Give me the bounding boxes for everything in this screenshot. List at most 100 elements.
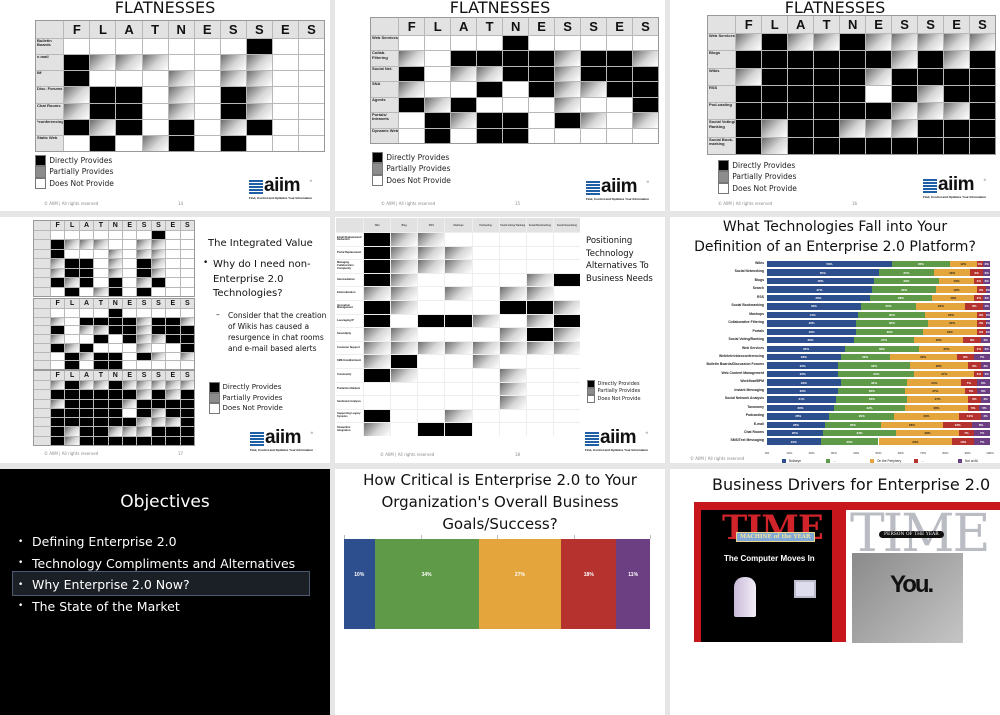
grid-cell (51, 352, 65, 361)
grid-cell (840, 34, 866, 51)
grid-cell (51, 335, 65, 343)
aiim-logo-mark (923, 179, 937, 194)
grid-cell (477, 97, 503, 113)
grid-cell (65, 326, 79, 335)
page-number: 14 (178, 201, 184, 206)
slide-title: FLATNESSES (114, 0, 216, 17)
grid-cell (137, 427, 151, 436)
grid-cell (51, 268, 65, 278)
column-letter: L (90, 21, 116, 38)
grid-cell (108, 309, 122, 317)
grid-cell (180, 361, 194, 369)
grid-cell (499, 355, 526, 368)
legend-label: Does Not Provide (386, 175, 451, 185)
grid-cell (116, 103, 142, 119)
grid-cell (762, 85, 788, 103)
bar-row: 35% 33% 25% 4% 3% (767, 345, 990, 352)
grid-cell (79, 352, 94, 361)
grid-cell (553, 382, 580, 396)
grid-cell (445, 355, 472, 368)
bar-segment: 34% (374, 539, 479, 629)
grid-cell (151, 231, 166, 240)
grid-cell (51, 309, 65, 317)
bar-row: 24% 26% 33% 10% 7% (767, 438, 990, 445)
human-figure-illustration (734, 577, 756, 617)
grid-cell (65, 399, 79, 408)
grid-cell (762, 68, 788, 85)
grid-cell (122, 352, 137, 361)
column-letter: N (168, 21, 194, 38)
grid-cell (151, 418, 166, 427)
row-label: Agents (371, 97, 399, 113)
objective-item[interactable]: • Why Enterprise 2.0 Now? (18, 574, 318, 596)
column-letter: E (166, 371, 180, 380)
grid-cell (499, 287, 526, 300)
grid-cell (168, 135, 194, 151)
grid-cell (166, 278, 180, 287)
grid-cell (180, 343, 194, 352)
slide-thumbnail-22[interactable]: Business Drivers for Enterprise 2.0 TIME… (670, 469, 1000, 715)
grid-cell (555, 51, 581, 66)
grid-cell (814, 137, 840, 154)
grid-cell (108, 352, 122, 361)
grid-cell (142, 135, 168, 151)
registered-mark: ® (309, 179, 312, 183)
grid-cell (526, 341, 553, 355)
slide-thumbnail-16[interactable]: FLATNESSES F L A T N E S S E S Web Services Blogs Wi… (670, 0, 1000, 211)
grid-cell (166, 287, 180, 296)
row-label: Customer Support (336, 341, 363, 355)
grid-cell (142, 39, 168, 55)
aiim-logo-mark (249, 180, 263, 195)
registered-mark: ® (983, 178, 986, 182)
bar-segment: 4% (981, 337, 990, 344)
grid-cell (364, 355, 391, 368)
flatnesses-grid: F L A T N E S S E S Web Services Collab. Filtering S… (370, 17, 659, 144)
grid-cell (633, 128, 658, 143)
slide-thumbnail-21[interactable]: How Critical is Enterprise 2.0 to Your O… (335, 469, 665, 715)
slide-thumbnail-19[interactable]: What Technologies Fall into Your Definit… (670, 217, 1000, 463)
cover-banner: MACHINE of the YEAR (736, 532, 815, 542)
bar-row: 31% 32% 27% 6% 4% (767, 396, 990, 403)
bar-segment: 24% (767, 438, 821, 445)
bar-segment: 7% (974, 353, 990, 361)
aiim-logo-word: aiim (601, 176, 638, 197)
grid-cell (445, 328, 472, 341)
slide-thumbnail-14[interactable]: FLATNESSES F L A T N E S S E S Bulletin Boards e-ma… (0, 0, 330, 211)
grid-cell (581, 36, 607, 51)
slide-thumbnail-18[interactable]: Wiki Blog RSS Mashups Podcasting Social Votin… (335, 217, 665, 463)
grid-cell (736, 34, 762, 51)
bar-segment: 30% (856, 328, 924, 336)
bar-segment: 19% (932, 294, 975, 302)
grid-cell (246, 39, 272, 55)
objective-item[interactable]: • Defining Enterprise 2.0 (18, 531, 318, 553)
grid-cell (418, 287, 445, 300)
grid-cell (220, 119, 246, 135)
objective-item[interactable]: • Technology Compliments and Alternatives (18, 553, 318, 575)
column-letter: S (918, 16, 944, 33)
bar-segment: 27% (853, 337, 915, 344)
objectives-list: • Defining Enterprise 2.0 • Technology Comp… (18, 531, 318, 617)
slide-thumbnail-15[interactable]: FLATNESSES F L A T N E S S E S Web Services Collab.… (335, 0, 665, 211)
grid-cell (445, 273, 472, 287)
grid-cell (79, 399, 94, 408)
slide-thumbnail-20[interactable]: Objectives • Defining Enterprise 2.0 • Tech… (0, 469, 330, 715)
bar-segment: 28% (869, 294, 933, 302)
grid-corner (708, 16, 736, 33)
grid-cell (892, 68, 918, 85)
grid-cell (555, 97, 581, 113)
grid-cell (364, 423, 391, 436)
grid-cell (180, 427, 194, 436)
grid-cell (94, 240, 108, 249)
grid-cell (122, 390, 137, 399)
grid-cell (477, 36, 503, 51)
registered-mark: ® (310, 431, 313, 435)
bar-row: 33% 22% 30% 8% 7% (767, 353, 990, 361)
grid-corner (34, 221, 50, 230)
page-number: 15 (515, 201, 521, 206)
legend-label: Directly Provides (49, 156, 113, 166)
row-label: Social Voting/ Ranking (708, 120, 736, 137)
bar-row: 26% 25% 28% 13% 8% (767, 421, 990, 428)
grid-cell (166, 408, 180, 418)
objective-item[interactable]: • The State of the Market (18, 596, 318, 618)
